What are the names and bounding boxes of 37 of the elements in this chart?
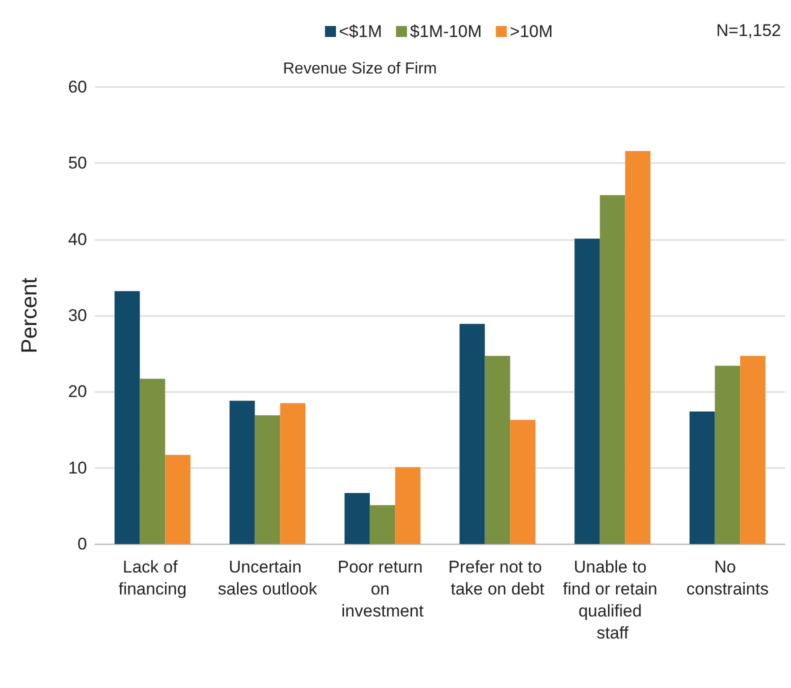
legend-label: $1M-10M [410,22,482,41]
bar [254,415,280,544]
y-tick-label: 50 [68,154,87,173]
legend-title: Revenue Size of Firm [283,60,437,78]
y-tick-label: 0 [78,534,87,554]
y-tick-label: 20 [68,382,87,402]
bar [510,420,536,544]
text: N=1,152 [716,21,782,40]
bar [740,356,766,544]
x-tick-label: Lack of financing [118,558,187,598]
x-tick-label: Uncertain sales outlook [218,558,318,598]
y-tick-label: 10 [68,458,87,478]
bar [600,195,626,544]
bar [574,238,600,544]
bar [460,324,485,544]
bar [280,403,306,544]
y-tick-label: 30 [68,306,87,325]
bar [370,505,396,544]
x-tick-label: Poor return on investment [338,558,428,620]
bar [344,492,370,544]
x-tick-label: Unable to find or retain qualified staff [562,558,662,642]
bar [230,400,255,544]
bar [165,454,190,544]
x-tick-label: No constraints [686,558,769,598]
bar [714,366,740,544]
bar [140,378,166,544]
y-axis-title: Percent [16,278,42,354]
y-tick-label: 40 [68,230,87,249]
bar [690,411,715,544]
legend-label: <$1M [339,22,382,41]
bar [625,150,650,544]
legend-label: >10M [510,22,553,41]
x-tick-label: Prefer not to take on debt [448,558,547,598]
bar [395,467,420,544]
y-tick-label: 60 [68,78,87,96]
bar [484,356,510,544]
bar [114,291,140,544]
